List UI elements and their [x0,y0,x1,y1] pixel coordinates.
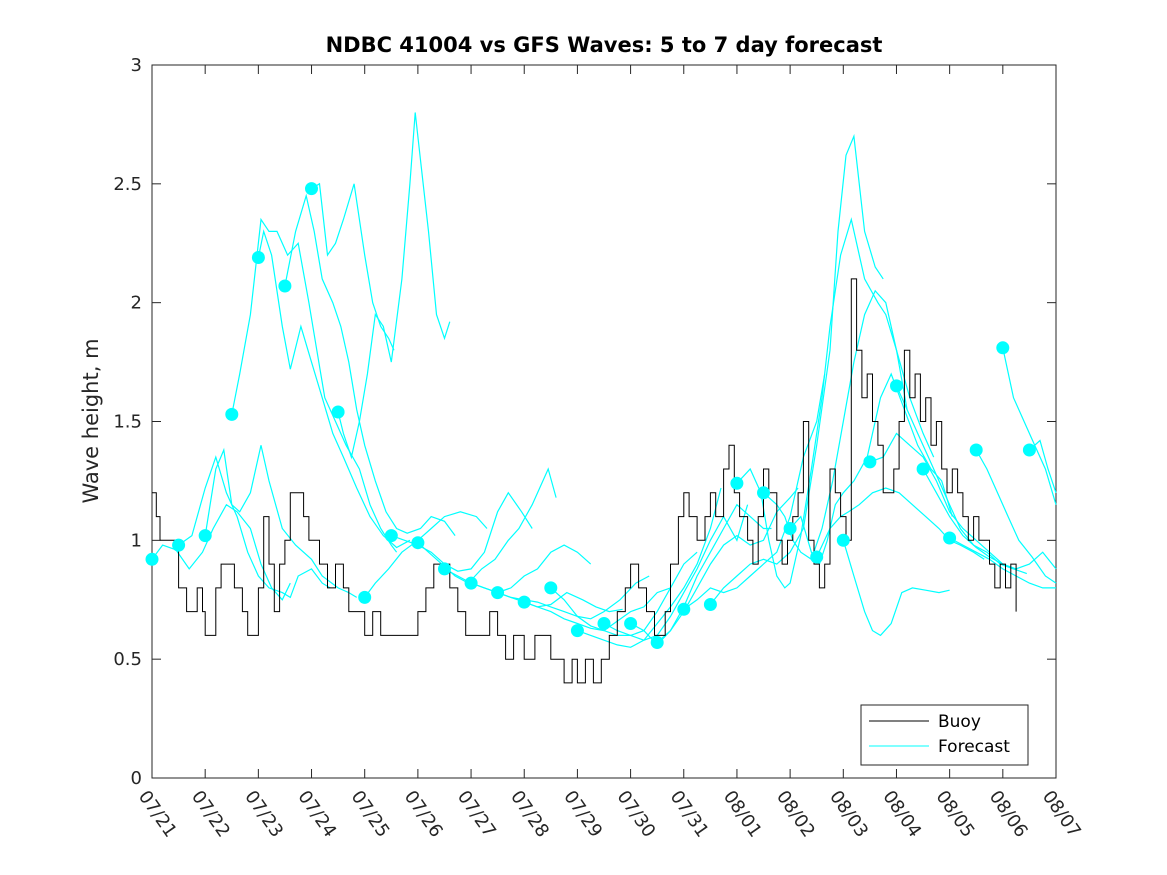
forecast-run-start-marker [624,617,638,630]
forecast-run-start-marker [411,536,425,550]
forecast-run-line [178,455,331,599]
forecast-run-line [1002,347,1057,505]
forecast-run-start-marker [464,576,478,590]
forecast-run-line [975,449,1057,584]
forecast-run-start-marker [836,533,850,547]
y-tick-labels: 0 0.5 1 1.5 2 2.5 3 [113,55,142,789]
forecast-run-start-marker [943,531,957,545]
forecast-run-line [816,487,985,560]
forecast-run-start-marker [438,562,451,576]
forecast-run-line [311,182,395,351]
forecast-run-line [842,540,950,637]
forecast-run-start-marker [730,476,744,490]
forecast-run-start-marker [810,550,824,564]
forecast-run-start-marker [172,538,186,552]
run-start-markers [145,182,1036,649]
forecast-run-line [736,217,908,589]
forecast-run-line [231,217,398,553]
legend-label-buoy: Buoy [938,712,981,732]
forecast-run-line [257,229,411,549]
buoy-line [152,278,1017,684]
forecast-run-start-marker [251,251,265,264]
forecast-run-line [603,504,749,641]
forecast-run-start-marker [703,598,717,611]
forecast-run-line [949,537,1056,589]
forecast-run-start-marker [597,617,611,630]
y-tick-label: 1 [131,530,142,551]
legend-label-forecast: Forecast [938,737,1010,757]
forecast-run-line [204,445,358,598]
forecast-run-start-marker [491,586,505,600]
forecast-run-line [709,133,884,605]
forecast-run-start-marker [570,624,584,638]
forecast-run-line [337,112,451,460]
forecast-run-line [417,467,557,584]
forecast-run-start-marker [198,529,212,543]
y-tick-label: 2 [131,293,142,314]
y-axis-label: Wave height, m [79,338,103,503]
forecast-run-start-marker [544,581,558,595]
forecast-run-start-marker [890,379,903,393]
forecast-run-line [577,487,722,648]
forecast-run-start-marker [517,595,531,609]
forecast-run-line [869,432,1014,570]
forecast-run-start-marker [863,455,877,469]
forecast-run-line [1028,439,1057,493]
legend: Buoy Forecast [860,704,1029,766]
forecast-run-start-marker [305,182,318,196]
forecast-run-start-marker [278,279,292,293]
y-tick-label: 2.5 [113,174,142,195]
forecast-run-start-marker [783,522,797,535]
forecast-run-start-marker [996,341,1010,355]
forecast-run-start-marker [225,407,239,421]
y-tick-label: 0.5 [113,649,142,670]
forecast-run-line [364,511,488,598]
forecast-run-start-marker [677,602,691,616]
forecast-run-line [550,551,698,636]
forecast-run-line [284,193,456,536]
legend-box [860,704,1029,766]
forecast-run-line [683,373,826,610]
forecast-run-start-marker [916,462,930,476]
forecast-run-start-marker [145,552,159,566]
axis-ticks [151,64,1057,779]
forecast-run-start-marker [331,405,345,419]
forecast-run-start-marker [1022,443,1036,457]
forecast-run-start-marker [969,443,983,457]
forecast-run-line [895,385,1027,575]
chart-title: NDBC 41004 vs GFS Waves: 5 to 7 day fore… [326,33,883,57]
forecast-run-start-marker [757,486,770,500]
forecast-run-start-marker [650,636,664,649]
y-tick-label: 1.5 [113,412,142,433]
forecast-run-start-marker [384,529,398,543]
y-tick-label: 3 [131,55,142,76]
forecast-run-start-marker [358,590,372,604]
y-tick-label: 0 [131,768,142,789]
